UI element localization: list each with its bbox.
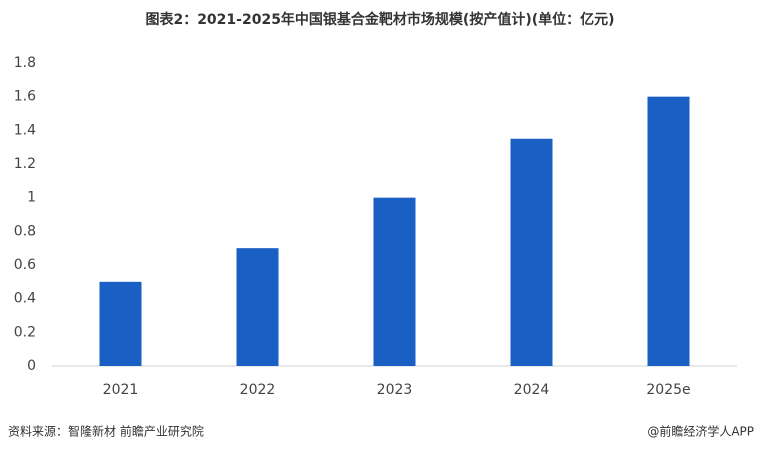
y-tick-label: 1 — [27, 190, 36, 206]
bar — [99, 281, 142, 366]
y-tick-label: 1.2 — [14, 156, 36, 172]
bar — [510, 138, 553, 366]
y-tick-label: 0.4 — [14, 291, 36, 307]
y-tick-label: 1.8 — [14, 55, 36, 71]
y-tick-label: 0.8 — [14, 223, 36, 239]
y-tick-label: 0.2 — [14, 324, 36, 340]
bar — [373, 197, 416, 366]
bar — [236, 248, 279, 366]
x-tick-label: 2025e — [646, 382, 690, 398]
x-tick-label: 2021 — [103, 382, 139, 398]
y-tick-label: 1.6 — [14, 89, 36, 105]
x-tick-label: 2023 — [377, 382, 413, 398]
x-tick-label: 2022 — [240, 382, 276, 398]
y-tick-label: 0 — [27, 358, 36, 374]
y-tick-label: 1.4 — [14, 122, 36, 138]
bar — [647, 96, 690, 367]
chart-title: 图表2：2021-2025年中国银基合金靶材市场规模(按产值计)(单位：亿元) — [145, 11, 614, 28]
x-tick-label: 2024 — [514, 382, 550, 398]
credit: @前瞻经济学人APP — [647, 424, 754, 439]
y-tick-label: 0.6 — [14, 257, 36, 273]
source: 资料来源：智隆新材 前瞻产业研究院 — [8, 424, 204, 439]
